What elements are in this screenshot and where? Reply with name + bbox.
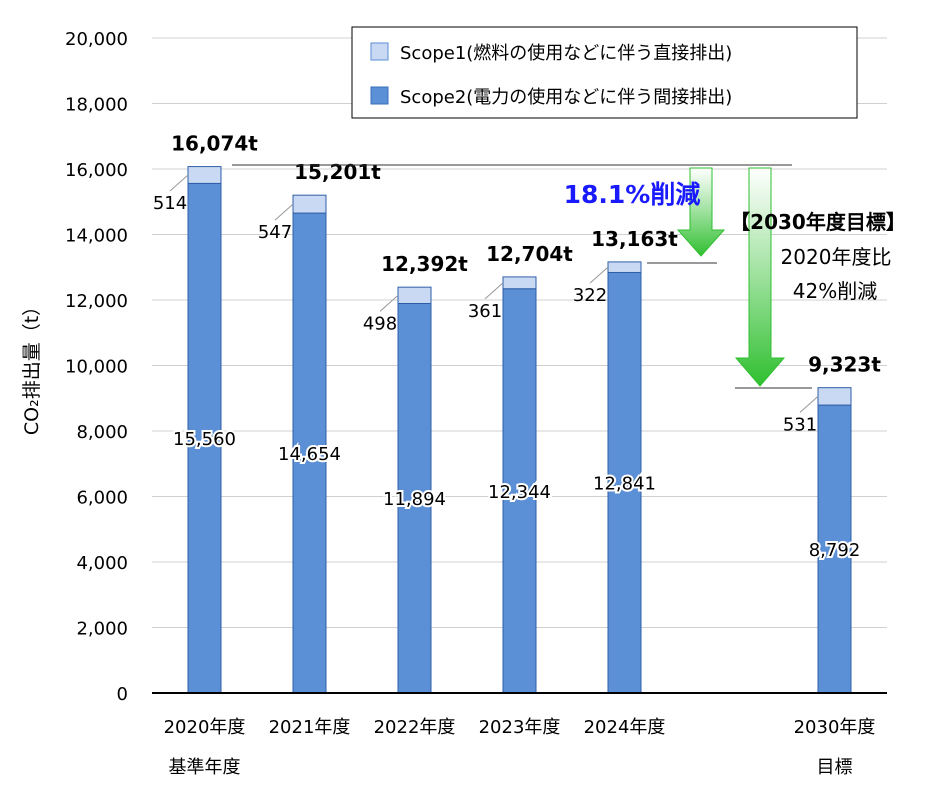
scope1-leader-line — [379, 294, 399, 312]
y-axis-label: CO₂排出量（t） — [21, 297, 43, 435]
total-value-label: 12,392t — [381, 252, 468, 276]
x-category-sublabel: 目標 — [817, 757, 853, 778]
scope2-value-label: 8,792 — [809, 540, 861, 561]
total-value-label: 13,163t — [591, 227, 678, 251]
scope2-value-label: 14,654 — [278, 444, 341, 465]
scope1-leader-line — [799, 395, 819, 413]
bar-scope1 — [817, 387, 852, 406]
target-line2: 42%削減 — [793, 279, 877, 303]
y-tick-label: 18,000 — [65, 95, 128, 116]
bar-scope1 — [292, 194, 327, 214]
total-value-label: 16,074t — [171, 132, 258, 156]
scope1-value-label: 322 — [573, 285, 607, 306]
bar-scope1 — [607, 261, 642, 273]
scope2-value-label: 15,560 — [173, 429, 236, 450]
scope1-value-label: 514 — [153, 193, 187, 214]
scope1-value-label: 361 — [468, 301, 502, 322]
y-tick-label: 8,000 — [76, 422, 128, 443]
legend: Scope1(燃料の使用などに伴う直接排出) Scope2(電力の使用などに伴う… — [351, 26, 858, 119]
target-title: 【2030年度目標】 — [730, 210, 906, 234]
reduction-label: 18.1%削減 — [564, 180, 701, 209]
total-value-label: 15,201t — [294, 160, 381, 184]
reduction-arrow-2024 — [676, 167, 726, 257]
y-tick-label: 2,000 — [76, 619, 128, 640]
x-category-label: 2023年度 — [479, 717, 561, 738]
scope1-leader-line — [589, 266, 609, 284]
bars — [187, 166, 852, 694]
bar-scope2 — [817, 404, 852, 694]
y-tick-label: 14,000 — [65, 226, 128, 247]
scope1-leader-line — [274, 203, 294, 221]
scope1-leader-line — [169, 174, 189, 192]
y-tick-label: 0 — [117, 684, 128, 705]
target-arrow-2030 — [734, 167, 786, 387]
bar-scope1 — [397, 286, 432, 304]
scope2-value-label: 12,841 — [593, 474, 656, 495]
y-tick-label: 10,000 — [65, 357, 128, 378]
legend-box — [351, 26, 858, 119]
x-category-label: 2021年度 — [269, 717, 351, 738]
segment-labels: 15,560 514 14,654 547 11,894 498 12,344 361 12,8… — [153, 193, 862, 563]
scope1-leader-line — [484, 282, 504, 300]
y-tick-label: 16,000 — [65, 160, 128, 181]
y-tick-label: 6,000 — [76, 488, 128, 509]
y-tick-label: 20,000 — [65, 29, 128, 50]
legend-label-scope1: Scope1(燃料の使用などに伴う直接排出) — [400, 43, 732, 64]
legend-label-scope2: Scope2(電力の使用などに伴う間接排出) — [400, 87, 732, 108]
legend-swatch-scope1 — [370, 42, 389, 61]
scope1-value-label: 547 — [258, 222, 292, 243]
bar-scope2 — [502, 288, 537, 694]
scope1-value-label: 498 — [363, 313, 397, 334]
bar-scope1 — [502, 276, 537, 290]
bar-scope2 — [607, 271, 642, 694]
leader-lines — [169, 174, 819, 413]
x-category-label: 2030年度 — [794, 717, 876, 738]
x-category-sublabel: 基準年度 — [169, 757, 241, 778]
total-labels: 16,074t 15,201t 12,392t 12,704t 13,163t 9,323… — [171, 132, 881, 377]
y-tick-labels: 0 2,000 4,000 6,000 8,000 10,000 12,000 14,000 1… — [65, 29, 128, 705]
y-tick-label: 4,000 — [76, 553, 128, 574]
total-value-label: 12,704t — [486, 242, 573, 266]
y-tick-label: 12,000 — [65, 291, 128, 312]
scope2-value-label: 11,894 — [383, 489, 446, 510]
target-line1: 2020年度比 — [781, 245, 892, 269]
total-value-label: 9,323t — [808, 353, 881, 377]
legend-swatch-scope2 — [370, 86, 389, 105]
x-category-label: 2022年度 — [374, 717, 456, 738]
scope2-value-label: 12,344 — [488, 482, 551, 503]
bar-scope1 — [187, 166, 222, 184]
scope1-value-label: 531 — [783, 414, 817, 435]
x-category-label: 2020年度 — [164, 717, 246, 738]
x-category-label: 2024年度 — [584, 717, 666, 738]
